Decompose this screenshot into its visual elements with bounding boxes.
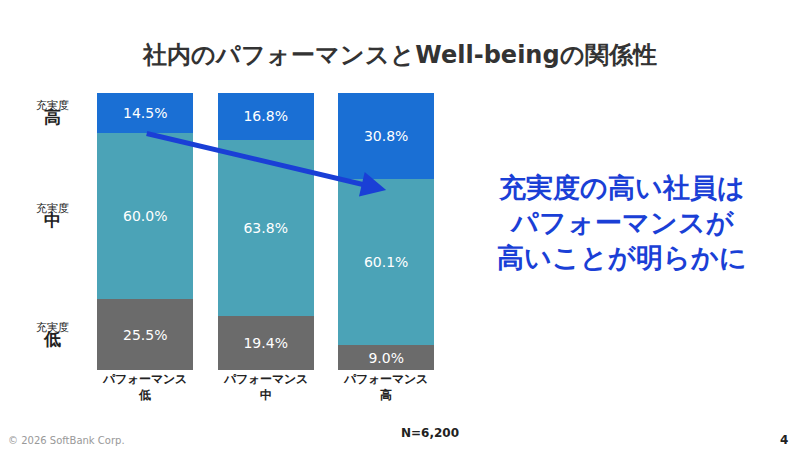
svg-text:60.1%: 60.1% bbox=[364, 254, 408, 270]
svg-text:N=6,200: N=6,200 bbox=[401, 426, 459, 440]
svg-text:充実度中: 充実度中 bbox=[36, 202, 69, 230]
svg-text:パフォーマンス高: パフォーマンス高 bbox=[343, 372, 428, 402]
svg-text:25.5%: 25.5% bbox=[123, 327, 167, 343]
svg-text:充実度の高い社員はパフォーマンスが高いことが明らかに: 充実度の高い社員はパフォーマンスが高いことが明らかに bbox=[497, 172, 747, 273]
svg-text:30.8%: 30.8% bbox=[364, 128, 408, 144]
svg-text:16.8%: 16.8% bbox=[243, 108, 287, 124]
svg-text:4: 4 bbox=[780, 433, 788, 447]
svg-text:19.4%: 19.4% bbox=[243, 335, 287, 351]
svg-text:14.5%: 14.5% bbox=[123, 105, 167, 121]
svg-text:9.0%: 9.0% bbox=[368, 350, 404, 366]
svg-text:パフォーマンス中: パフォーマンス中 bbox=[223, 372, 308, 402]
svg-text:63.8%: 63.8% bbox=[243, 220, 287, 236]
svg-text:パフォーマンス低: パフォーマンス低 bbox=[102, 372, 187, 402]
svg-text:60.0%: 60.0% bbox=[123, 208, 167, 224]
svg-text:充実度高: 充実度高 bbox=[36, 99, 69, 127]
svg-text:充実度低: 充実度低 bbox=[36, 321, 69, 349]
svg-text:社内のパフォーマンスとWell-beingの関係性: 社内のパフォーマンスとWell-beingの関係性 bbox=[142, 41, 656, 69]
svg-text:© 2026 SoftBank Corp.: © 2026 SoftBank Corp. bbox=[8, 435, 125, 446]
